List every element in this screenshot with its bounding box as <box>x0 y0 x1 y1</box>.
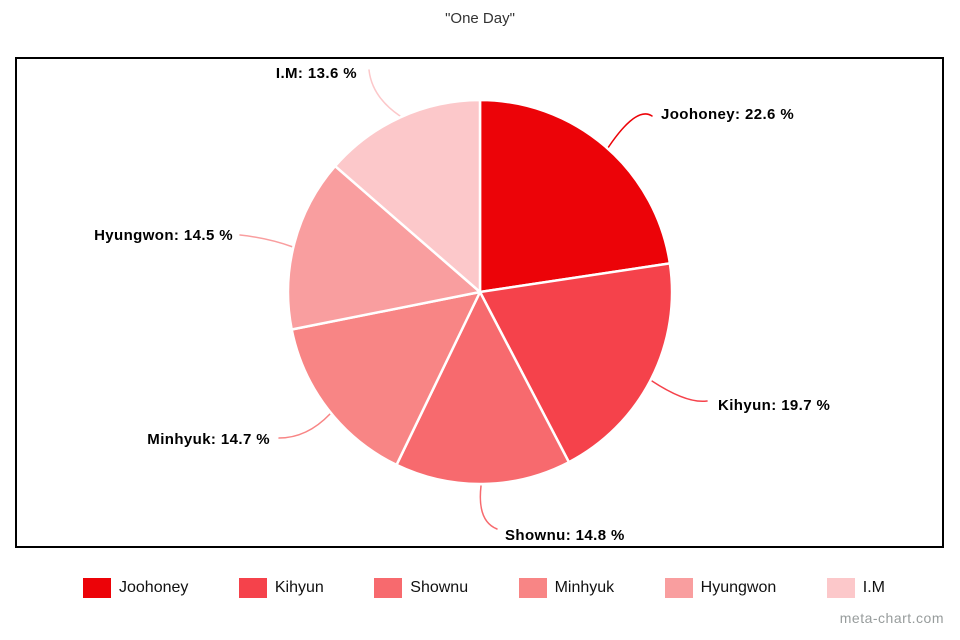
leader-line-minhyuk <box>278 413 331 439</box>
legend-swatch <box>83 578 111 598</box>
legend-label-joohoney: Joohoney <box>119 579 189 596</box>
legend-swatch <box>374 578 403 598</box>
legend-label-kihyun: Kihyun <box>274 579 324 596</box>
slice-label-hyungwon: Hyungwon: 14.5 % <box>94 227 233 244</box>
pie-slice-i-m <box>333 98 482 294</box>
legend-swatch <box>238 578 267 598</box>
pie-slice-minhyuk <box>290 290 482 467</box>
legend: Joohoney Kihyun Shownu Minhyuk Hyungwon … <box>83 576 885 600</box>
legend-swatch <box>826 578 855 598</box>
legend-label-shownu: Shownu <box>410 579 469 596</box>
watermark: meta-chart.com <box>839 610 944 626</box>
slice-label-i-m: I.M: 13.6 % <box>275 65 357 82</box>
leader-line-i-m <box>368 69 401 117</box>
pie-slices <box>286 98 674 486</box>
legend-swatch <box>664 578 693 598</box>
legend-label-hyungwon: Hyungwon <box>700 579 777 596</box>
legend-item-i-m: I.M <box>826 578 885 598</box>
legend-swatch <box>518 578 547 598</box>
legend-label-minhyuk: Minhyuk <box>554 579 615 596</box>
pie-slice-hyungwon <box>286 164 482 331</box>
slice-label-shownu: Shownu: 14.8 % <box>505 527 625 544</box>
legend-item-shownu: Shownu <box>374 578 468 598</box>
legend-item-minhyuk: Minhyuk <box>518 578 615 598</box>
slice-label-kihyun: Kihyun: 19.7 % <box>718 397 831 414</box>
legend-item-kihyun: Kihyun <box>238 578 324 598</box>
leader-line-shownu <box>479 485 498 530</box>
pie-slice-kihyun <box>478 262 674 464</box>
legend-item-hyungwon: Hyungwon <box>664 578 777 598</box>
pie-slice-shownu <box>395 290 571 486</box>
chart-title: "One Day" <box>445 10 515 27</box>
legend-label-i-m: I.M <box>862 579 885 596</box>
slice-label-minhyuk: Minhyuk: 14.7 % <box>147 431 270 448</box>
slice-label-joohoney: Joohoney: 22.6 % <box>661 106 795 123</box>
pie-slice-joohoney <box>478 98 672 294</box>
leader-line-hyungwon <box>239 234 294 248</box>
legend-item-joohoney: Joohoney <box>83 578 188 598</box>
leader-line-kihyun <box>645 376 708 403</box>
